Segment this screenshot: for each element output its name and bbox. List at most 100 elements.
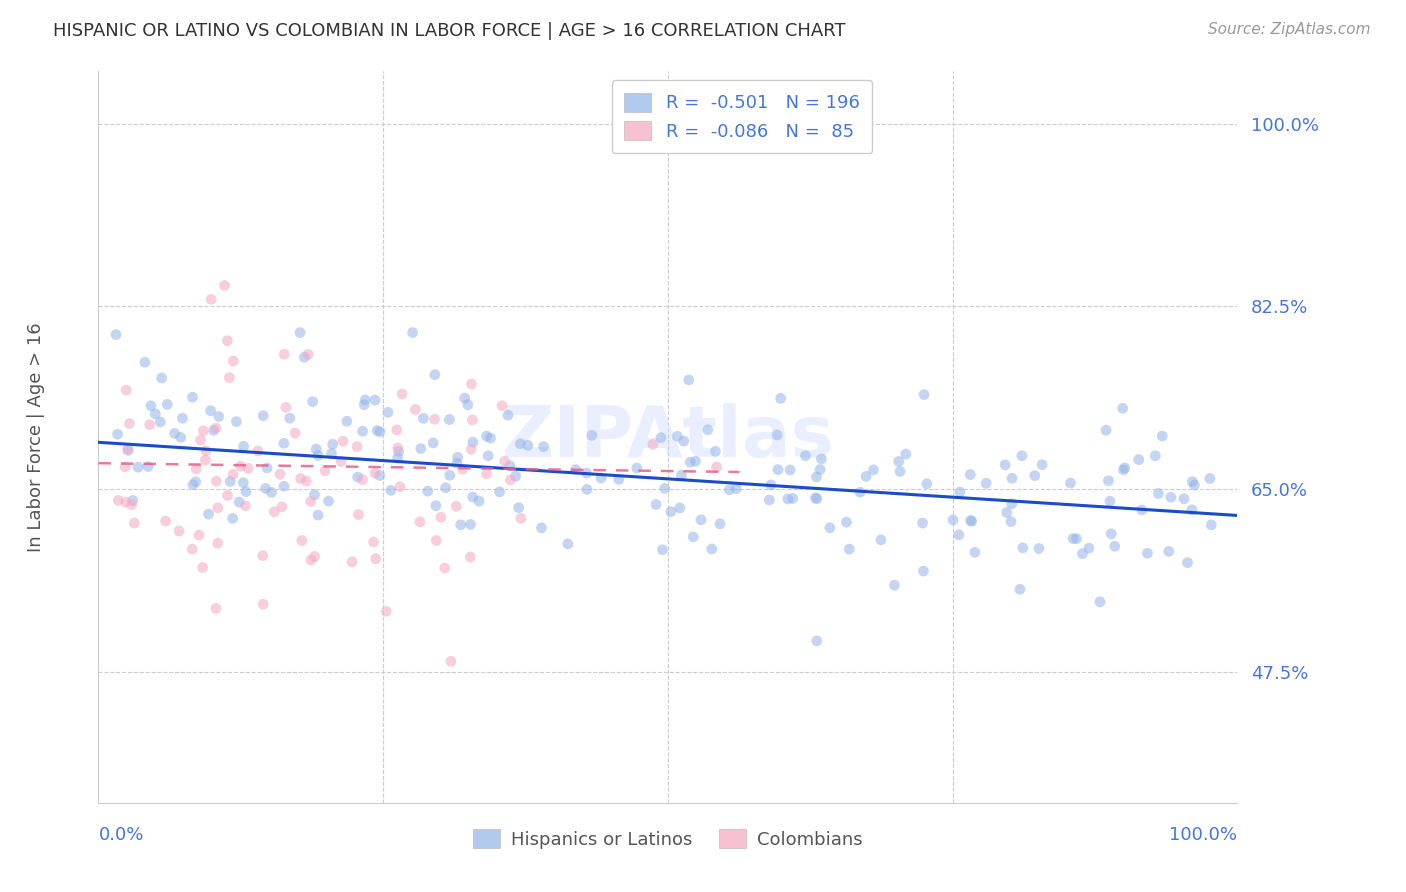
- Point: [252, 597, 274, 611]
- Point: [252, 409, 274, 423]
- Point: [499, 458, 522, 473]
- Point: [260, 485, 283, 500]
- Point: [294, 350, 316, 364]
- Point: [391, 387, 413, 401]
- Point: [117, 443, 139, 458]
- Point: [143, 407, 166, 421]
- Point: [104, 327, 127, 342]
- Point: [1097, 474, 1119, 488]
- Point: [1031, 458, 1053, 472]
- Point: [274, 401, 297, 415]
- Point: [564, 463, 586, 477]
- Point: [138, 417, 160, 432]
- Point: [468, 494, 491, 508]
- Point: [575, 466, 598, 480]
- Point: [995, 506, 1018, 520]
- Point: [682, 530, 704, 544]
- Point: [439, 412, 461, 426]
- Point: [214, 278, 236, 293]
- Point: [188, 528, 211, 542]
- Point: [804, 491, 827, 505]
- Point: [353, 398, 375, 412]
- Point: [330, 454, 353, 468]
- Point: [235, 484, 257, 499]
- Point: [170, 430, 193, 444]
- Point: [136, 459, 159, 474]
- Point: [1128, 452, 1150, 467]
- Point: [284, 426, 307, 441]
- Point: [509, 436, 531, 450]
- Point: [207, 500, 229, 515]
- Point: [114, 495, 136, 509]
- Point: [377, 405, 399, 419]
- Point: [1184, 478, 1206, 492]
- Point: [696, 423, 718, 437]
- Point: [247, 444, 270, 458]
- Point: [347, 508, 370, 522]
- Point: [1181, 503, 1204, 517]
- Point: [222, 354, 245, 368]
- Point: [679, 455, 702, 469]
- Point: [422, 436, 444, 450]
- Point: [1066, 532, 1088, 546]
- Point: [959, 467, 981, 482]
- Point: [709, 516, 731, 531]
- Point: [290, 471, 312, 485]
- Point: [288, 326, 311, 340]
- Text: 0.0%: 0.0%: [98, 826, 143, 844]
- Point: [322, 437, 344, 451]
- Point: [1071, 547, 1094, 561]
- Point: [1000, 515, 1022, 529]
- Point: [273, 479, 295, 493]
- Point: [810, 451, 832, 466]
- Point: [409, 442, 432, 456]
- Point: [446, 500, 468, 514]
- Point: [1152, 429, 1174, 443]
- Point: [217, 334, 239, 348]
- Point: [960, 514, 983, 528]
- Point: [291, 533, 314, 548]
- Point: [1078, 541, 1101, 555]
- Point: [766, 428, 789, 442]
- Point: [118, 417, 141, 431]
- Point: [650, 431, 672, 445]
- Point: [269, 467, 291, 482]
- Point: [1062, 532, 1084, 546]
- Point: [505, 469, 527, 483]
- Point: [299, 553, 322, 567]
- Point: [336, 414, 359, 428]
- Point: [994, 458, 1017, 472]
- Point: [273, 347, 295, 361]
- Point: [883, 578, 905, 592]
- Point: [461, 413, 484, 427]
- Point: [321, 446, 343, 460]
- Point: [870, 533, 893, 547]
- Point: [806, 491, 828, 506]
- Point: [645, 498, 668, 512]
- Text: HISPANIC OR LATINO VS COLOMBIAN IN LABOR FORCE | AGE > 16 CORRELATION CHART: HISPANIC OR LATINO VS COLOMBIAN IN LABOR…: [53, 22, 846, 40]
- Point: [1104, 539, 1126, 553]
- Point: [150, 371, 173, 385]
- Point: [439, 468, 461, 483]
- Point: [607, 472, 630, 486]
- Point: [364, 467, 387, 481]
- Point: [352, 425, 374, 439]
- Point: [181, 477, 204, 491]
- Point: [387, 450, 409, 465]
- Point: [494, 454, 516, 468]
- Point: [516, 438, 538, 452]
- Point: [225, 415, 247, 429]
- Point: [581, 428, 603, 442]
- Point: [409, 515, 432, 529]
- Point: [134, 355, 156, 369]
- Point: [205, 474, 228, 488]
- Point: [509, 511, 531, 525]
- Point: [460, 376, 482, 391]
- Point: [806, 633, 828, 648]
- Point: [107, 493, 129, 508]
- Point: [685, 454, 707, 468]
- Point: [1024, 468, 1046, 483]
- Point: [1112, 401, 1135, 416]
- Point: [318, 494, 340, 508]
- Point: [368, 425, 391, 439]
